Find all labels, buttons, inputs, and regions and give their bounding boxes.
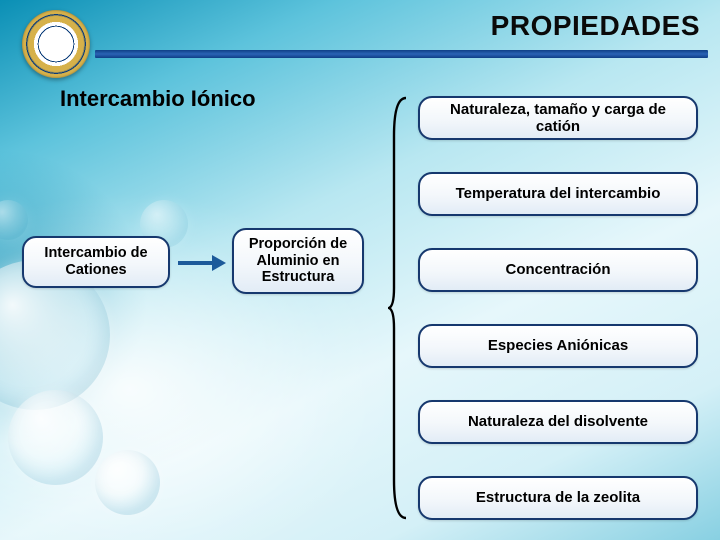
bubble-decoration: [8, 390, 103, 485]
page-title: PROPIEDADES: [491, 10, 700, 42]
leaf-item: Concentración: [418, 248, 698, 292]
node-source: Intercambio de Cationes: [22, 236, 170, 288]
arrow-icon: [178, 258, 226, 268]
bubble-decoration: [0, 200, 28, 240]
header-bar: PROPIEDADES: [0, 10, 720, 62]
bubble-decoration: [95, 450, 160, 515]
header-rule: [95, 50, 708, 58]
leaf-item: Estructura de la zeolita: [418, 476, 698, 520]
university-seal-logo: [22, 10, 90, 78]
leaf-item: Naturaleza, tamaño y carga de catión: [418, 96, 698, 140]
section-subtitle: Intercambio Iónico: [60, 86, 256, 112]
node-middle: Proporción de Aluminio en Estructura: [232, 228, 364, 294]
leaf-item: Naturaleza del disolvente: [418, 400, 698, 444]
leaf-item: Especies Aniónicas: [418, 324, 698, 368]
leaf-item: Temperatura del intercambio: [418, 172, 698, 216]
curly-brace-icon: [388, 96, 408, 520]
